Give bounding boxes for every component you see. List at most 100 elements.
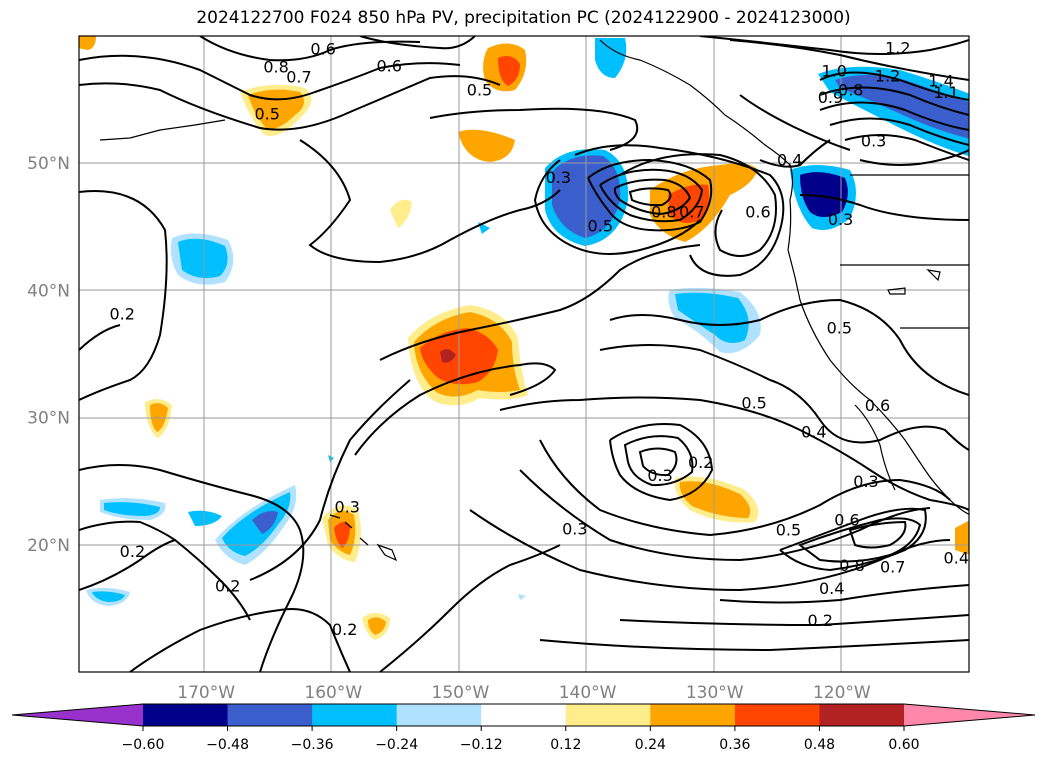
lat-tick-labels: 20°N 30°N 40°N 50°N <box>27 154 70 556</box>
contour-label: 0.4 <box>944 549 969 568</box>
contour-label: 1.0 <box>822 61 847 80</box>
precip-region <box>79 36 96 50</box>
colorbar-segment <box>819 704 905 726</box>
hawaii-islands <box>329 514 398 562</box>
contour-label: 0.3 <box>853 472 878 491</box>
colorbar-tick-label: 0.48 <box>804 737 835 753</box>
precip-region <box>675 292 749 344</box>
lon-tick-labels: 170°W 160°W 150°W 140°W 130°W 120°W <box>177 683 871 703</box>
colorbar-tick-label: 0.12 <box>550 737 581 753</box>
contour-label: 0.5 <box>588 217 613 236</box>
colorbar-tick-label: −0.48 <box>206 737 249 753</box>
precip-region <box>498 56 520 86</box>
contour-label: 0.8 <box>263 58 288 77</box>
colorbar-segment <box>481 704 567 726</box>
contour-label: 0.5 <box>741 393 766 412</box>
map-title: 2024122700 F024 850 hPa PV, precipitatio… <box>196 8 851 28</box>
precip-region <box>679 481 751 518</box>
contour-label: 0.3 <box>335 498 360 517</box>
colorbar-tick-label: 0.60 <box>888 737 919 753</box>
colorbar-tick-label: −0.36 <box>291 737 334 753</box>
contour-label: 0.7 <box>286 68 311 87</box>
contour-label: 0.6 <box>377 56 402 75</box>
contour-label: 0.3 <box>647 466 672 485</box>
colorbar-tick-label: 0.36 <box>719 737 750 753</box>
colorbar-extend-high <box>904 704 1035 726</box>
precip-region <box>955 520 969 555</box>
contour-labels: 0.80.70.60.60.50.50.30.50.8 0.7 0.60.41.21… <box>110 38 969 639</box>
contour-label: 0.2 <box>808 611 833 630</box>
contour-label: 0.2 <box>688 453 713 472</box>
lon-tick-label: 140°W <box>559 683 617 703</box>
contour-label: 0.8 <box>839 556 864 575</box>
precip-region <box>188 510 222 526</box>
contour-label: 0.2 <box>215 577 240 596</box>
lon-tick-label: 170°W <box>177 683 235 703</box>
lat-tick-label: 50°N <box>27 154 70 174</box>
contour-label: 0.5 <box>254 105 279 124</box>
precip-region <box>668 184 709 224</box>
precip-region <box>178 238 228 278</box>
contour-label: 0.6 <box>310 40 335 59</box>
contour-label: 0.3 <box>861 131 886 150</box>
contour-label: 0.2 <box>332 620 357 639</box>
contour-label: 0.6 <box>865 396 890 415</box>
contour-label: 0.7 <box>880 557 905 576</box>
colorbar-segment <box>143 704 229 726</box>
contour-label: 0.3 <box>562 519 587 538</box>
colorbar: −0.60 −0.48 −0.36 −0.24 −0.12 0.12 0.24 0.36 0.4… <box>11 703 1036 753</box>
precip-region <box>835 75 969 139</box>
pv-contours <box>79 36 969 672</box>
lon-tick-label: 160°W <box>304 683 362 703</box>
contour-label: 0.4 <box>801 423 826 442</box>
coastlines <box>99 39 969 562</box>
colorbar-tick-label: −0.24 <box>375 737 418 753</box>
contour-label: 0.3 <box>828 210 853 229</box>
colorbar-tick-label: −0.60 <box>122 737 165 753</box>
contour-label: 1.1 <box>933 83 958 102</box>
lat-tick-label: 30°N <box>27 409 70 429</box>
contour-label: 0.5 <box>467 80 492 99</box>
precip-region <box>458 129 515 162</box>
precip-region <box>368 617 386 635</box>
colorbar-segment <box>734 704 820 726</box>
contour-label: 0.9 <box>818 88 843 107</box>
map-frame <box>78 35 970 673</box>
contour-label: 0.2 <box>110 304 135 323</box>
contour-label: 0.2 <box>120 542 145 561</box>
lat-tick-label: 20°N <box>27 536 70 556</box>
colorbar-segment <box>312 704 398 726</box>
contour-label: 0.5 <box>827 318 852 337</box>
colorbar-segment <box>565 704 651 726</box>
lat-tick-label: 40°N <box>27 281 70 301</box>
contour-label: 1.2 <box>875 66 900 85</box>
contour-label: 0.8 <box>838 80 863 99</box>
colorbar-tick-label: 0.24 <box>635 737 666 753</box>
graticule <box>79 36 969 672</box>
precip-region <box>334 522 350 548</box>
contour-label: 0.4 <box>819 579 844 598</box>
contour-label: 0.6 <box>834 510 859 529</box>
precip-region <box>104 502 160 516</box>
lon-tick-label: 120°W <box>813 683 871 703</box>
contour-label: 0.3 <box>546 168 571 187</box>
contour-label: 1.4 <box>928 72 953 91</box>
precip-region <box>518 594 526 600</box>
contour-label: 0.6 <box>745 203 770 222</box>
contour-label: 0.8 <box>651 203 676 222</box>
precip-region <box>92 591 125 602</box>
contour-label: 1.2 <box>885 38 910 57</box>
colorbar-segment <box>650 704 736 726</box>
precip-region <box>440 349 456 363</box>
colorbar-extend-low <box>12 704 143 726</box>
contour-label: 0.5 <box>776 521 801 540</box>
precip-region <box>252 511 278 534</box>
colorbar-segment <box>396 704 482 726</box>
lon-tick-label: 130°W <box>686 683 744 703</box>
contour-label: 0.4 <box>777 150 802 169</box>
lon-tick-label: 150°W <box>432 683 490 703</box>
precip-region <box>800 172 848 217</box>
precip-region <box>390 199 412 228</box>
precip-region <box>595 38 627 78</box>
